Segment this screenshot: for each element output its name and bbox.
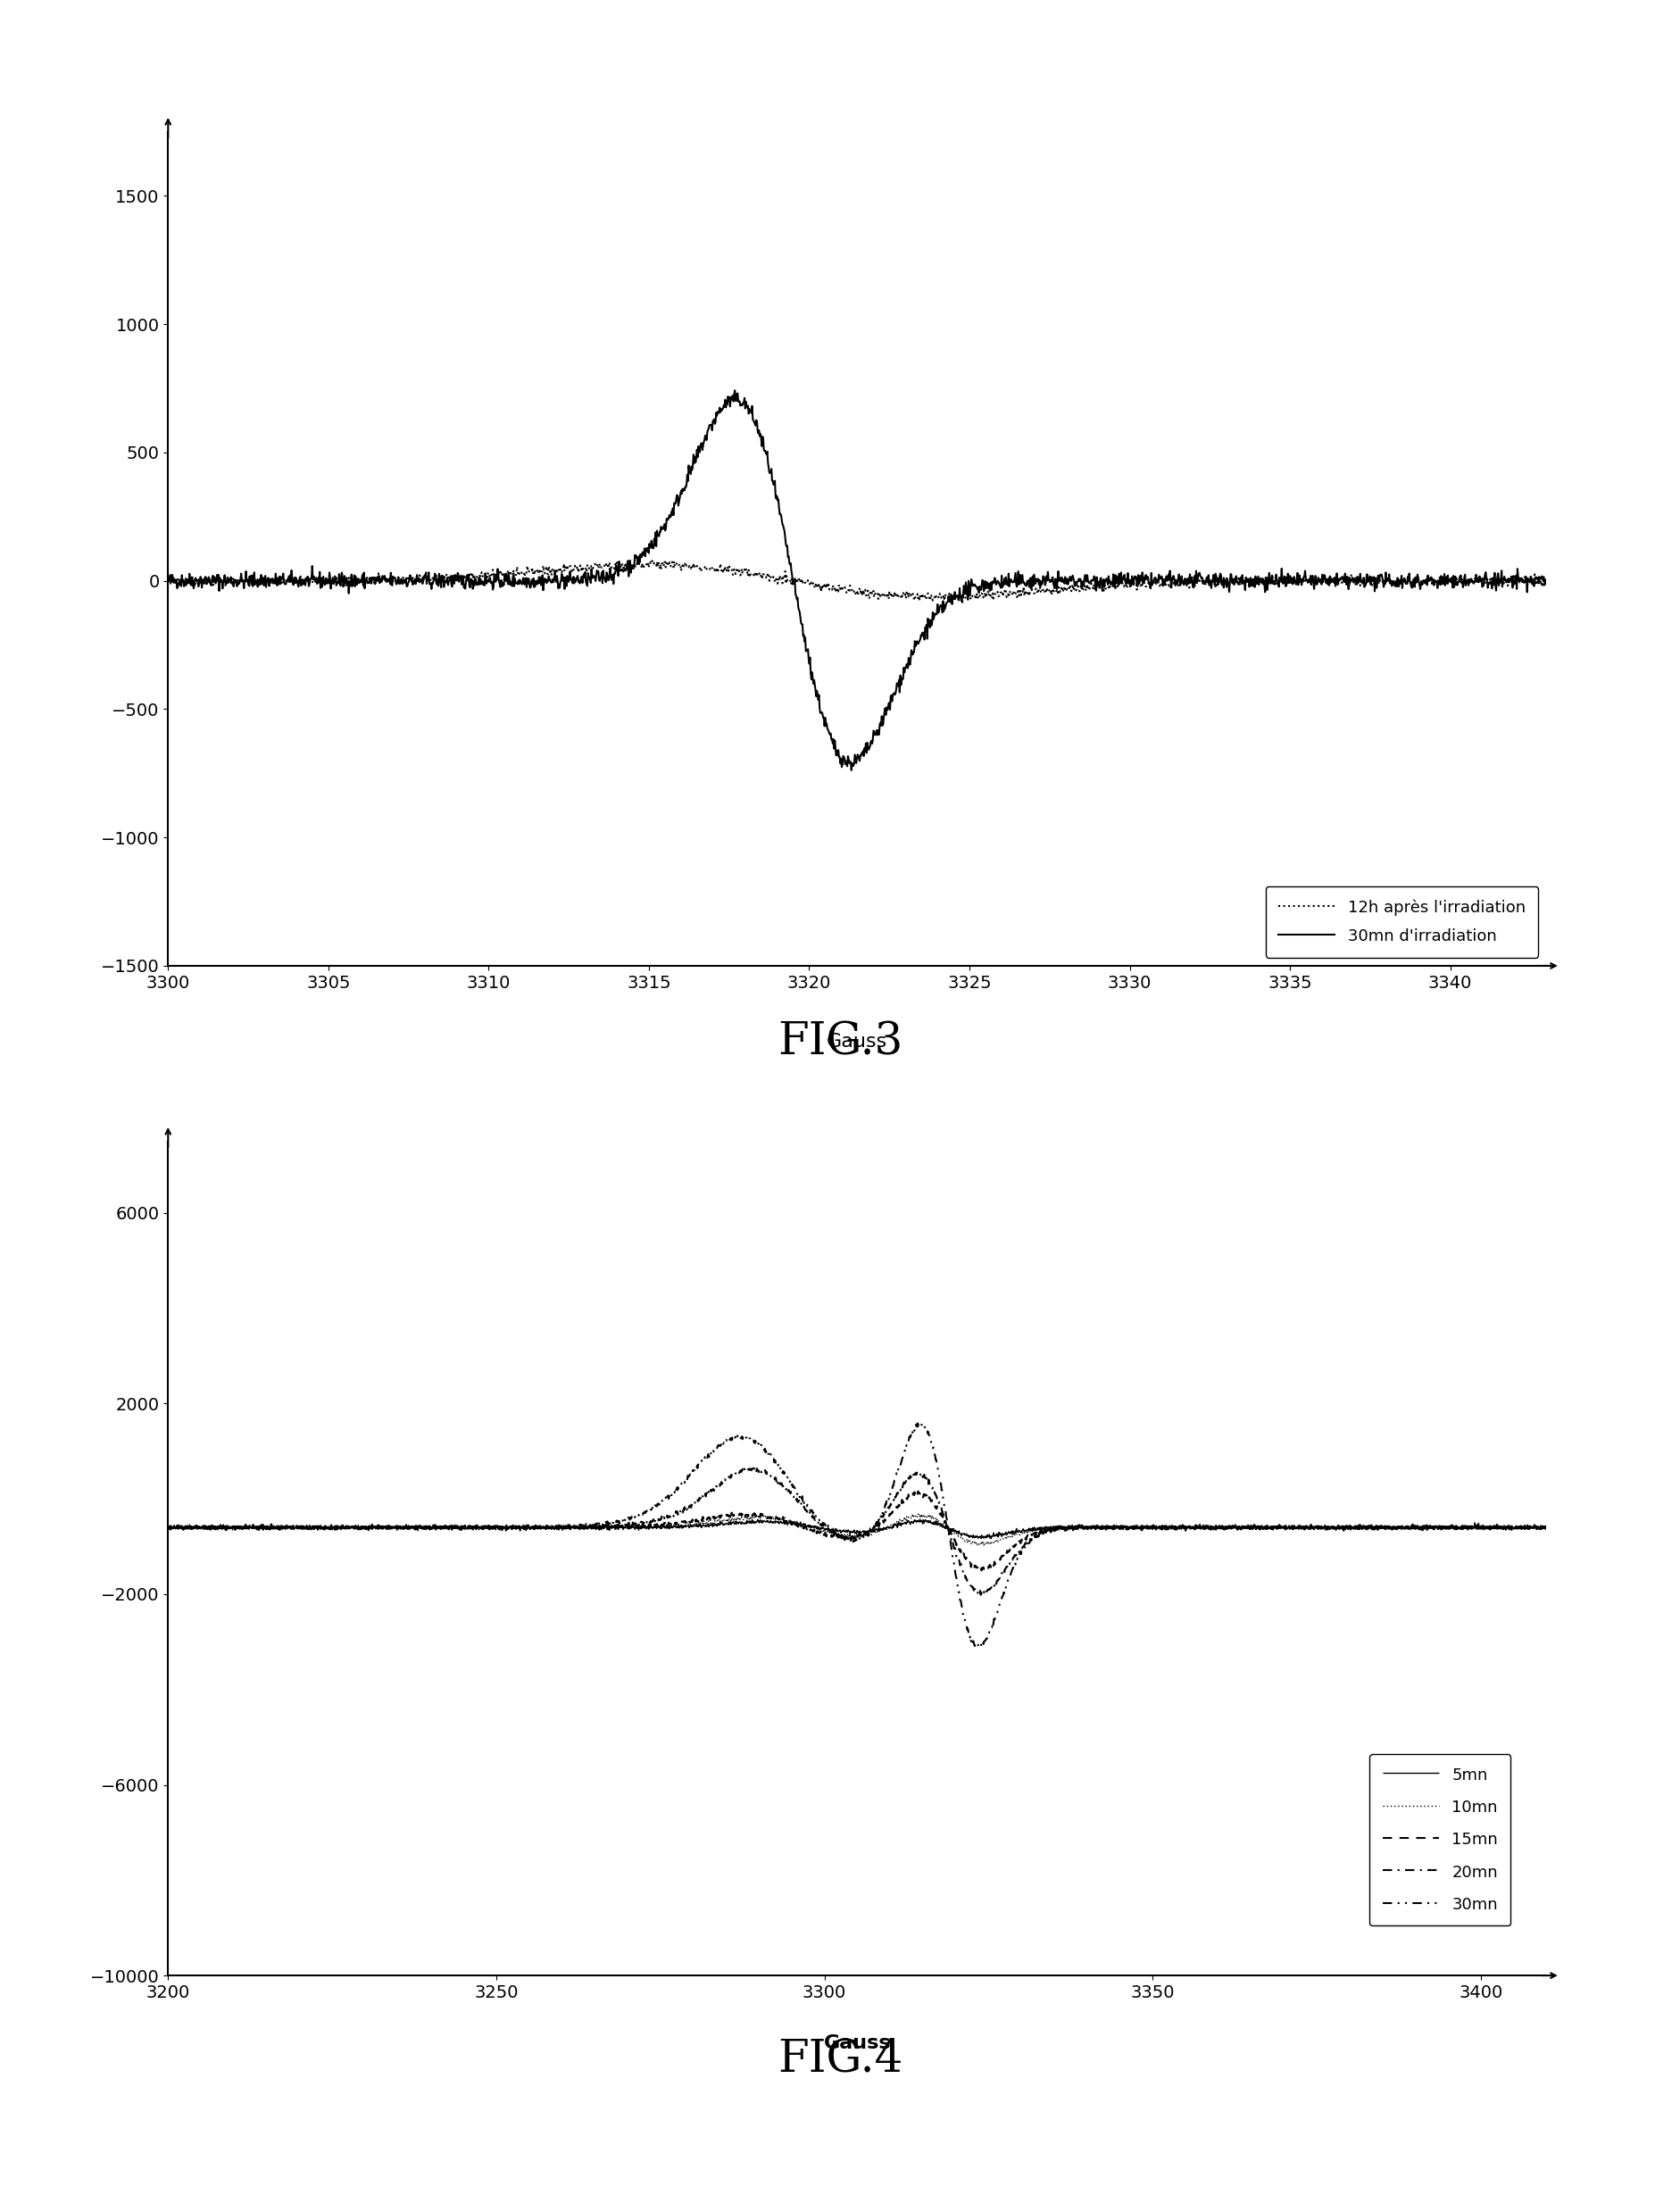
30mn — [685, 1455, 706, 1482]
30mn — [1361, 1515, 1381, 1541]
30mn — [158, 1515, 178, 1541]
10mn — [685, 1510, 706, 1536]
30mn — [396, 1515, 417, 1541]
15mn — [907, 1477, 927, 1504]
20mn — [1509, 1515, 1529, 1541]
30mn — [1536, 1515, 1556, 1541]
12h après l'irradiation — [158, 569, 178, 595]
20mn — [396, 1515, 417, 1541]
Line: 30mn: 30mn — [168, 1422, 1546, 1646]
Line: 15mn: 15mn — [168, 1490, 1546, 1569]
20mn — [685, 1488, 706, 1515]
12h après l'irradiation — [1497, 569, 1517, 595]
Legend: 12h après l'irradiation, 30mn d'irradiation: 12h après l'irradiation, 30mn d'irradiat… — [1265, 887, 1537, 957]
12h après l'irradiation — [828, 571, 848, 597]
5mn — [685, 1510, 706, 1536]
15mn — [1361, 1515, 1381, 1541]
Text: FIG.4: FIG.4 — [778, 2037, 902, 2081]
X-axis label: Gauss: Gauss — [827, 1032, 887, 1051]
10mn — [746, 1504, 766, 1530]
5mn — [746, 1510, 766, 1536]
20mn — [969, 1583, 990, 1609]
Text: FIG.3: FIG.3 — [778, 1021, 902, 1065]
10mn — [1536, 1515, 1556, 1541]
X-axis label: Gauss: Gauss — [823, 2035, 890, 2052]
20mn — [743, 1455, 763, 1482]
5mn — [316, 1512, 336, 1539]
12h après l'irradiation — [1243, 571, 1263, 597]
12h après l'irradiation — [953, 588, 973, 615]
30mn d'irradiation — [158, 566, 178, 593]
5mn — [158, 1515, 178, 1541]
5mn — [1361, 1515, 1381, 1541]
30mn d'irradiation — [724, 378, 744, 404]
30mn — [316, 1515, 336, 1541]
20mn — [1361, 1515, 1381, 1541]
12h après l'irradiation — [1497, 573, 1517, 599]
30mn d'irradiation — [842, 757, 862, 784]
30mn d'irradiation — [1497, 569, 1517, 595]
20mn — [746, 1455, 766, 1482]
5mn — [1509, 1512, 1529, 1539]
5mn — [1536, 1515, 1556, 1541]
30mn d'irradiation — [1497, 566, 1517, 593]
10mn — [316, 1515, 336, 1541]
20mn — [316, 1515, 336, 1541]
10mn — [911, 1501, 931, 1528]
15mn — [746, 1499, 766, 1526]
30mn — [1509, 1515, 1529, 1541]
10mn — [1361, 1515, 1381, 1541]
5mn — [396, 1515, 417, 1541]
15mn — [396, 1515, 417, 1541]
20mn — [1536, 1515, 1556, 1541]
15mn — [1536, 1515, 1556, 1541]
30mn — [907, 1409, 927, 1436]
Line: 12h après l'irradiation: 12h après l'irradiation — [168, 560, 1546, 601]
12h après l'irradiation — [791, 571, 811, 597]
10mn — [973, 1532, 993, 1558]
10mn — [158, 1515, 178, 1541]
12h après l'irradiation — [228, 569, 249, 595]
10mn — [396, 1512, 417, 1539]
15mn — [1509, 1515, 1529, 1541]
Line: 30mn d'irradiation: 30mn d'irradiation — [168, 391, 1546, 770]
30mn d'irradiation — [228, 569, 249, 595]
30mn d'irradiation — [1536, 571, 1556, 597]
Line: 10mn: 10mn — [168, 1515, 1546, 1545]
10mn — [1509, 1512, 1529, 1539]
12h après l'irradiation — [642, 547, 662, 573]
Line: 5mn: 5mn — [168, 1519, 1546, 1539]
30mn — [746, 1429, 766, 1455]
12h après l'irradiation — [1536, 566, 1556, 593]
Legend: 5mn, 10mn, 15mn, 20mn, 30mn: 5mn, 10mn, 15mn, 20mn, 30mn — [1369, 1754, 1510, 1925]
15mn — [971, 1556, 991, 1583]
15mn — [158, 1515, 178, 1541]
30mn d'irradiation — [791, 610, 811, 637]
20mn — [158, 1515, 178, 1541]
30mn — [966, 1633, 986, 1659]
15mn — [685, 1508, 706, 1534]
Line: 20mn: 20mn — [168, 1468, 1546, 1596]
15mn — [316, 1515, 336, 1541]
5mn — [909, 1506, 929, 1532]
30mn d'irradiation — [1243, 573, 1263, 599]
30mn d'irradiation — [828, 744, 848, 770]
5mn — [981, 1526, 1001, 1552]
